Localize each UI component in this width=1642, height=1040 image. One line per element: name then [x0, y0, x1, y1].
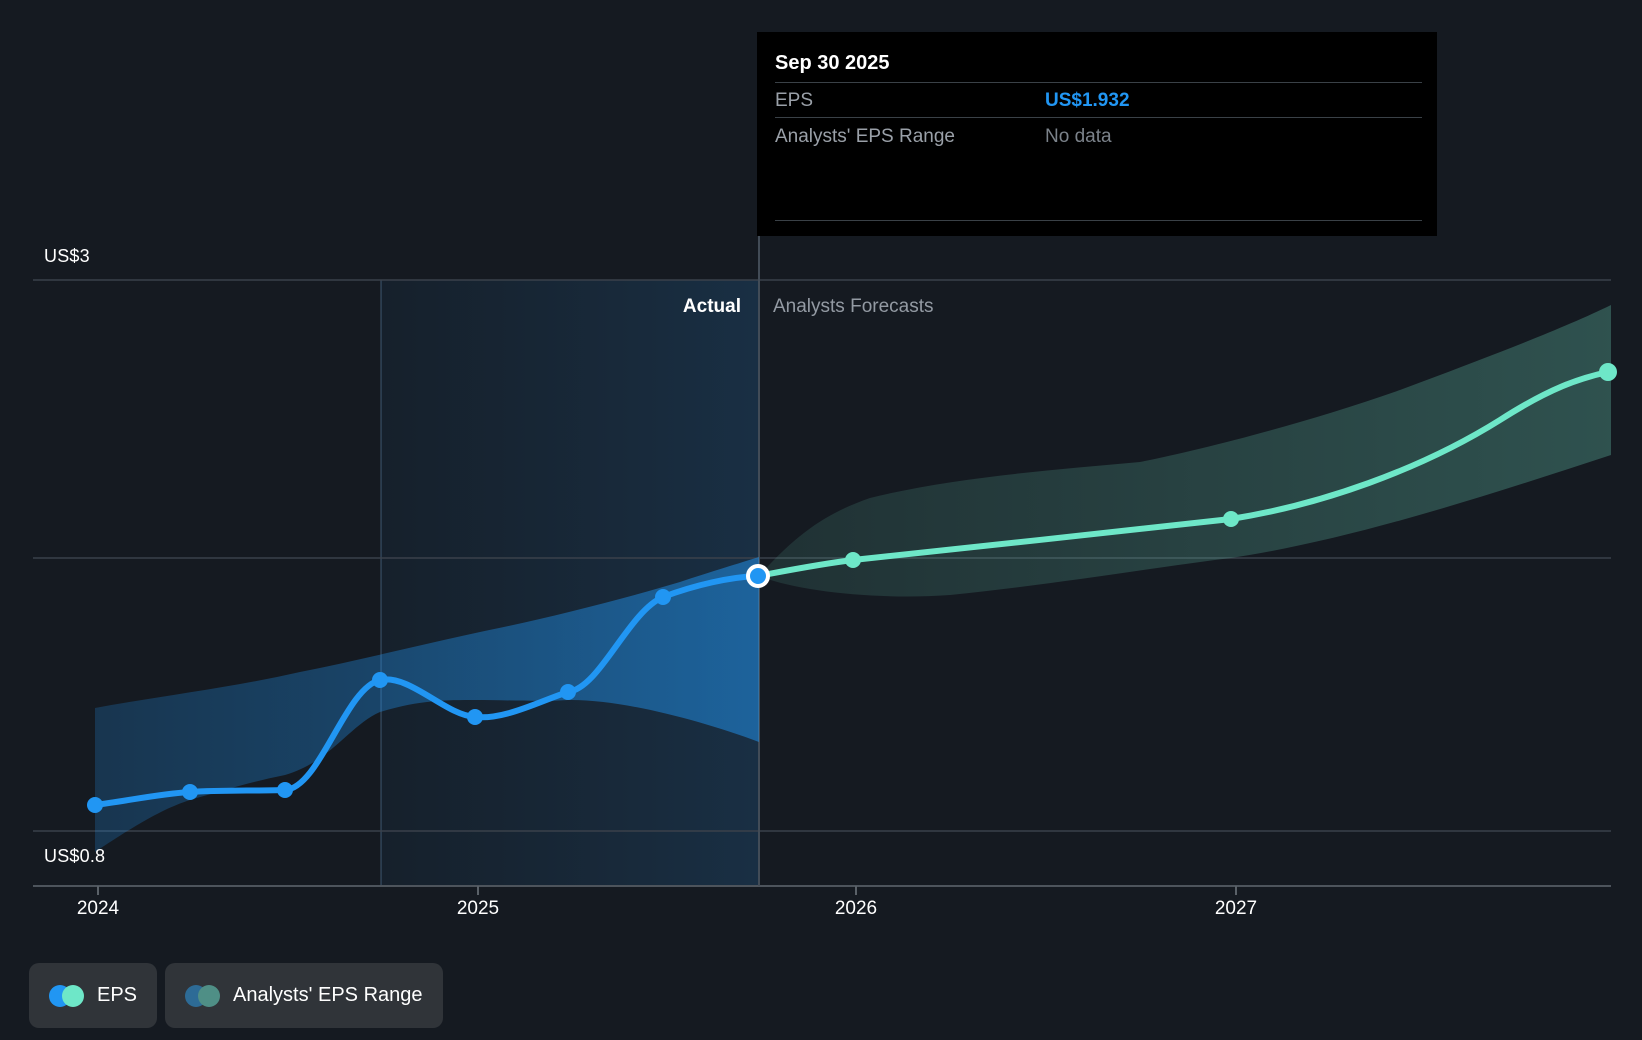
tooltip-divider-middle — [775, 117, 1422, 118]
legend-label-analysts-eps-range: Analysts' EPS Range — [233, 984, 423, 1006]
analysts-range-band-actual — [95, 557, 759, 852]
eps-actual-line — [92, 573, 761, 808]
legend-label-eps: EPS — [97, 984, 138, 1006]
eps-point-2025-09-highlighted[interactable] — [746, 564, 770, 588]
analysts-range-band-forecast — [759, 305, 1611, 597]
eps-point-2023-12[interactable] — [87, 797, 103, 813]
tooltip-divider-top — [775, 82, 1422, 83]
x-axis-label-2024: 2024 — [76, 898, 120, 919]
x-axis-label-2027: 2027 — [1214, 898, 1258, 919]
legend-item-eps[interactable]: EPS — [29, 963, 158, 1028]
tooltip-eps-label: EPS — [775, 90, 814, 111]
eps-point-2024-03[interactable] — [182, 784, 198, 800]
eps-point-2024-09[interactable] — [372, 672, 388, 688]
eps-forecast-color-dot-icon — [62, 984, 84, 1007]
y-axis-label-top: US$3 — [44, 246, 90, 266]
eps-forecast-point-2025-12[interactable] — [845, 552, 861, 568]
actual-phase-label: Actual — [682, 296, 741, 317]
eps-forecast-point-2026-12[interactable] — [1223, 511, 1239, 527]
eps-point-2025-03[interactable] — [560, 684, 576, 700]
tooltip-range-value: No data — [1045, 126, 1112, 147]
legend: EPS Analysts' EPS Range — [29, 963, 443, 1028]
eps-point-2025-06[interactable] — [655, 589, 671, 605]
eps-legend-color-icon — [49, 984, 84, 1007]
forecast-phase-label: Analysts Forecasts — [773, 296, 934, 317]
eps-forecast-point-2027-12[interactable] — [1599, 363, 1617, 381]
range-legend-color-icon — [185, 984, 221, 1007]
tooltip: Sep 30 2025 EPS US$1.932 Analysts' EPS R… — [757, 32, 1437, 236]
tooltip-eps-value: US$1.932 — [1045, 90, 1130, 111]
legend-item-analysts-eps-range[interactable]: Analysts' EPS Range — [165, 963, 443, 1028]
y-axis-label-bottom: US$0.8 — [44, 846, 106, 866]
eps-point-2024-06[interactable] — [277, 782, 293, 798]
tooltip-date-title: Sep 30 2025 — [775, 52, 890, 74]
tooltip-divider-bottom — [775, 220, 1422, 221]
tooltip-range-label: Analysts' EPS Range — [775, 126, 955, 147]
x-axis-label-2025: 2025 — [456, 898, 500, 919]
x-axis-label-2026: 2026 — [834, 898, 878, 919]
range-forecast-color-dot-icon — [198, 984, 221, 1007]
eps-point-2024-12[interactable] — [467, 709, 483, 725]
